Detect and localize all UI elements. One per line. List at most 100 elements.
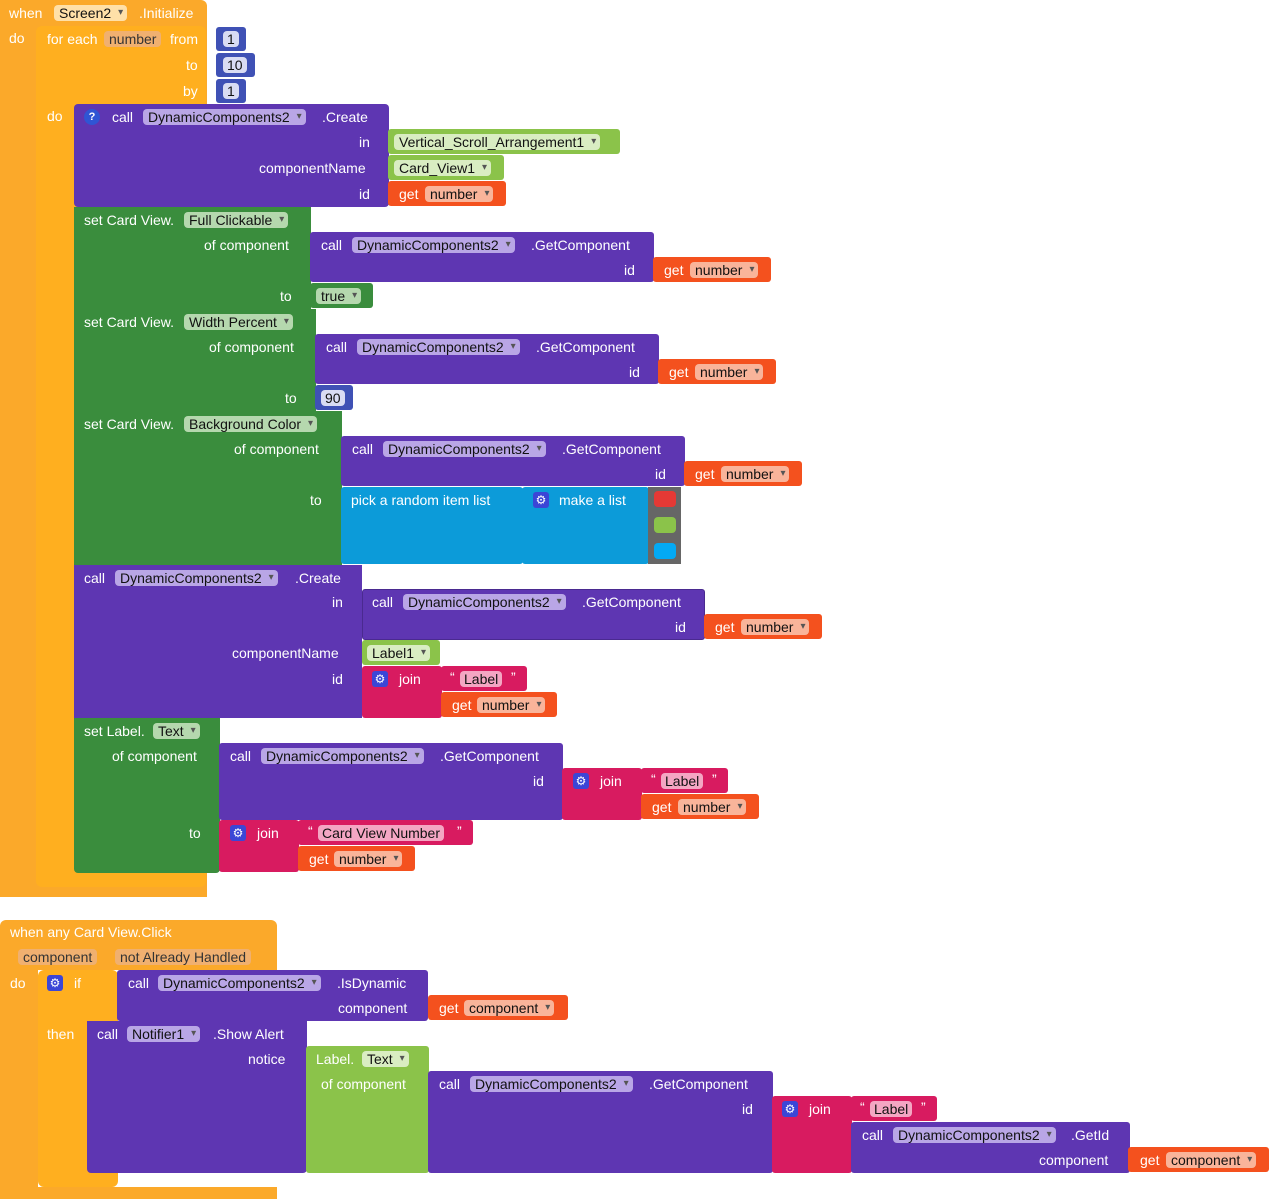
- join-label: join: [399, 671, 421, 687]
- label-dropdown[interactable]: Label1: [367, 645, 431, 661]
- text-value[interactable]: Label: [870, 1101, 913, 1117]
- variable-dropdown[interactable]: number: [477, 697, 546, 713]
- of-component-label: of component: [209, 339, 294, 355]
- dynamic-components-dropdown[interactable]: DynamicComponents2: [143, 109, 306, 125]
- dynamic-components-dropdown[interactable]: DynamicComponents2: [261, 748, 424, 764]
- of-component-label: of component: [204, 237, 289, 253]
- variable-dropdown[interactable]: component: [1166, 1152, 1257, 1168]
- from-label: from: [170, 31, 198, 47]
- quote-close: ”: [511, 669, 516, 685]
- component-dropdown[interactable]: Screen2: [54, 5, 128, 21]
- property-dropdown[interactable]: Width Percent: [184, 314, 293, 330]
- do-label: do: [9, 30, 25, 46]
- label-prefix: Label.: [316, 1051, 355, 1067]
- method-label: .GetComponent: [582, 594, 681, 610]
- dynamic-components-dropdown[interactable]: DynamicComponents2: [893, 1127, 1056, 1143]
- gear-icon[interactable]: ⚙: [47, 975, 63, 991]
- call-label: call: [112, 109, 134, 125]
- variable-dropdown[interactable]: number: [721, 466, 790, 482]
- join-label: join: [809, 1101, 831, 1117]
- quote-open: “: [450, 669, 455, 685]
- method-label: .GetComponent: [562, 441, 661, 457]
- pick-random-label: pick a random item list: [351, 492, 491, 508]
- event-footer: [0, 1187, 277, 1199]
- gear-icon[interactable]: ⚙: [782, 1101, 798, 1117]
- by-value[interactable]: 1: [223, 83, 239, 99]
- card-view-dropdown[interactable]: Card_View1: [394, 160, 492, 176]
- notifier-dropdown[interactable]: Notifier1: [127, 1026, 201, 1042]
- call-label: call: [321, 237, 343, 253]
- dynamic-components-dropdown[interactable]: DynamicComponents2: [115, 570, 278, 586]
- color-swatch-red[interactable]: [654, 491, 676, 507]
- color-swatch-green[interactable]: [654, 517, 676, 533]
- component-param[interactable]: component: [18, 949, 98, 965]
- event-name: .Initialize: [139, 5, 194, 21]
- method-label: .Create: [322, 109, 368, 125]
- quote-close: ”: [921, 1099, 926, 1115]
- variable-dropdown[interactable]: number: [690, 262, 759, 278]
- method-label: .Show Alert: [213, 1026, 284, 1042]
- text-value[interactable]: Label: [661, 773, 704, 789]
- method-label: .GetId: [1071, 1127, 1110, 1143]
- to-label: to: [186, 57, 198, 73]
- dynamic-components-dropdown[interactable]: DynamicComponents2: [352, 237, 515, 253]
- property-dropdown[interactable]: Text: [362, 1051, 409, 1067]
- text-value[interactable]: Card View Number: [318, 825, 445, 841]
- to-value[interactable]: 10: [223, 57, 247, 73]
- gear-icon[interactable]: ⚙: [533, 492, 549, 508]
- if-label: if: [74, 975, 81, 991]
- dynamic-components-dropdown[interactable]: DynamicComponents2: [383, 441, 546, 457]
- color-swatch-blue[interactable]: [654, 543, 676, 559]
- set-background-color-block[interactable]: [74, 411, 342, 565]
- call-label: call: [326, 339, 348, 355]
- not-handled-param[interactable]: not Already Handled: [115, 949, 252, 965]
- gear-icon[interactable]: ⚙: [573, 773, 589, 789]
- loop-variable[interactable]: number: [104, 31, 162, 47]
- dynamic-components-dropdown[interactable]: DynamicComponents2: [357, 339, 520, 355]
- set-label-text-block[interactable]: [74, 718, 220, 873]
- arrangement-dropdown[interactable]: Vertical_Scroll_Arrangement1: [394, 134, 601, 150]
- create-label-block[interactable]: [74, 565, 362, 718]
- for-each-label: for each: [47, 31, 98, 47]
- variable-dropdown[interactable]: number: [695, 364, 764, 380]
- property-dropdown[interactable]: Text: [153, 723, 200, 739]
- set-label: set Card View.: [84, 212, 175, 228]
- variable-dropdown[interactable]: number: [741, 619, 810, 635]
- gear-icon[interactable]: ⚙: [372, 671, 388, 687]
- label-text-getter-block[interactable]: [306, 1046, 429, 1173]
- dynamic-components-dropdown[interactable]: DynamicComponents2: [403, 594, 566, 610]
- id-label: id: [359, 186, 370, 202]
- do-label: do: [10, 975, 26, 991]
- call-label: call: [372, 594, 394, 610]
- get-label: get: [695, 466, 715, 482]
- dynamic-components-dropdown[interactable]: DynamicComponents2: [158, 975, 321, 991]
- variable-dropdown[interactable]: component: [464, 1000, 555, 1016]
- variable-dropdown[interactable]: number: [334, 851, 403, 867]
- get-label: get: [715, 619, 735, 635]
- component-label: component: [1039, 1152, 1109, 1168]
- to-label: to: [280, 288, 292, 304]
- variable-dropdown[interactable]: number: [425, 186, 494, 202]
- quote-close: ”: [712, 771, 717, 787]
- help-icon[interactable]: ?: [84, 109, 100, 125]
- get-label: get: [652, 799, 672, 815]
- notice-label: notice: [248, 1051, 286, 1067]
- pick-random-item-block[interactable]: [341, 487, 523, 564]
- width-value[interactable]: 90: [321, 390, 345, 406]
- call-label: call: [862, 1127, 884, 1143]
- property-dropdown[interactable]: Full Clickable: [184, 212, 289, 228]
- variable-dropdown[interactable]: number: [678, 799, 747, 815]
- gear-icon[interactable]: ⚙: [230, 825, 246, 841]
- text-value[interactable]: Label: [460, 671, 503, 687]
- component-label: component: [338, 1000, 408, 1016]
- show-alert-block[interactable]: [87, 1021, 307, 1173]
- method-label: .GetComponent: [531, 237, 630, 253]
- true-dropdown[interactable]: true: [316, 288, 362, 304]
- in-label: in: [359, 134, 370, 150]
- dynamic-components-dropdown[interactable]: DynamicComponents2: [470, 1076, 633, 1092]
- method-label: .GetComponent: [440, 748, 539, 764]
- from-value[interactable]: 1: [223, 31, 239, 47]
- property-dropdown[interactable]: Background Color: [184, 416, 318, 432]
- call-label: call: [97, 1026, 119, 1042]
- component-name-label: componentName: [232, 645, 339, 661]
